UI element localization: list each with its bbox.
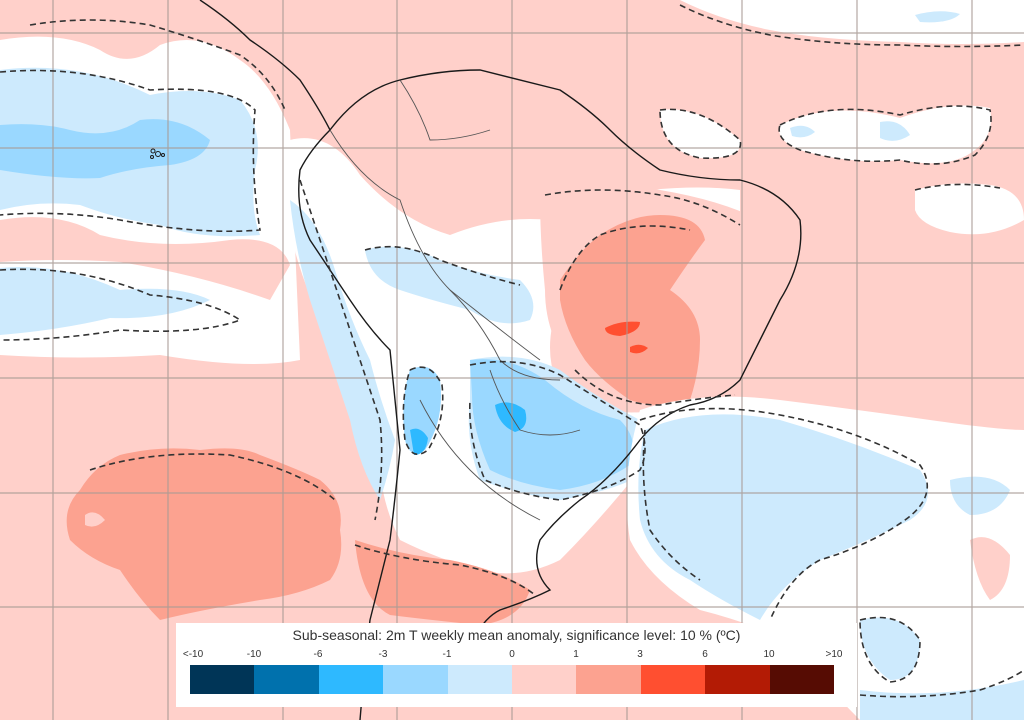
legend-tick: -3	[378, 649, 388, 660]
legend-ticks: <-10 -10 -6 -3 -1 0 1 3 6 10 >10	[176, 649, 857, 663]
southeast-pacific-warm-region	[66, 448, 530, 625]
legend-colorbar	[190, 665, 835, 694]
legend-tick: >10	[825, 649, 843, 660]
legend-panel: Sub-seasonal: 2m T weekly mean anomaly, …	[176, 623, 857, 707]
legend-tick: -1	[442, 649, 452, 660]
country-borders	[329, 79, 581, 521]
legend-swatch	[318, 665, 384, 694]
pacific-cool-region	[0, 36, 300, 365]
legend-swatch	[383, 665, 448, 694]
legend-swatch	[769, 665, 835, 694]
legend-swatch	[254, 665, 319, 694]
legend-tick: 10	[763, 649, 775, 660]
legend-tick: 1	[573, 649, 579, 660]
legend-tick: 0	[509, 649, 515, 660]
legend-tick: 6	[702, 649, 708, 660]
coastline	[199, 0, 802, 720]
legend-tick: -6	[313, 649, 323, 660]
legend-swatch	[640, 665, 706, 694]
legend-swatch	[576, 665, 641, 694]
legend-swatch	[447, 665, 513, 694]
galapagos-islands	[150, 148, 165, 159]
legend-title: Sub-seasonal: 2m T weekly mean anomaly, …	[292, 627, 741, 643]
legend-swatch	[705, 665, 770, 694]
significance-contours	[0, 4, 1024, 698]
legend-swatch	[190, 665, 255, 694]
legend-swatch	[512, 665, 577, 694]
legend-tick: <-10	[182, 649, 204, 660]
legend-tick: 3	[637, 649, 643, 660]
legend-tick: -10	[246, 649, 262, 660]
